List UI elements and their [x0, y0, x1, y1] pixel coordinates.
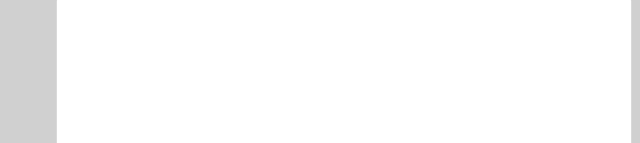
Text: Heat: Heat	[168, 56, 189, 65]
Text: +: +	[365, 64, 375, 78]
Text: CH₃OH: CH₃OH	[164, 75, 194, 84]
Text: Draw a detailed arrow pushing mechanism which can explain the formation of all: Draw a detailed arrow pushing mechanism …	[112, 8, 559, 18]
Text: CH₃: CH₃	[497, 62, 511, 71]
Text: O: O	[483, 62, 490, 71]
Text: Question 8:: Question 8:	[60, 8, 131, 18]
Text: CH₃: CH₃	[343, 66, 357, 76]
Text: +: +	[258, 64, 268, 78]
Text: Br: Br	[121, 40, 131, 49]
Text: four products for the following reaction. Ignore stereochemistry.: four products for the following reaction…	[60, 21, 413, 31]
Text: Your answer must be neat: Your answer must be neat	[347, 21, 507, 31]
Text: O: O	[329, 66, 336, 76]
Text: and clear. (20 points): and clear. (20 points)	[60, 34, 190, 44]
Text: +: +	[440, 64, 451, 78]
Text: CH₃: CH₃	[321, 40, 335, 49]
